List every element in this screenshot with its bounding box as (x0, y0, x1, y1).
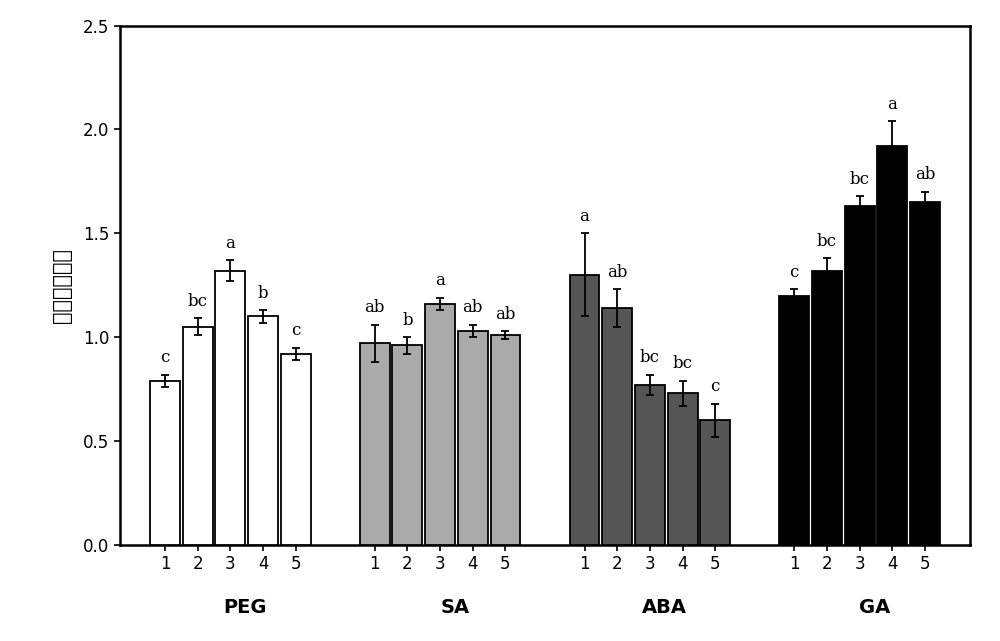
Text: bc: bc (673, 356, 693, 372)
Text: ab: ab (364, 299, 385, 317)
Bar (183, 327, 213, 545)
Bar (668, 393, 698, 545)
Bar (248, 317, 278, 545)
Bar (910, 202, 940, 545)
Bar (570, 275, 599, 545)
Text: c: c (711, 378, 720, 395)
Text: a: a (225, 235, 235, 252)
Text: c: c (291, 322, 300, 339)
Bar (635, 385, 665, 545)
Text: c: c (160, 349, 170, 366)
Bar (215, 271, 245, 545)
Text: a: a (580, 208, 589, 225)
Bar (491, 335, 520, 545)
Bar (845, 206, 875, 545)
Bar (458, 331, 488, 545)
Bar (779, 296, 809, 545)
Text: ab: ab (495, 306, 516, 322)
Text: bc: bc (640, 349, 660, 366)
Text: ab: ab (463, 299, 483, 317)
Bar (812, 271, 842, 545)
Text: bc: bc (850, 171, 870, 188)
Text: ABA: ABA (642, 597, 687, 617)
Text: ab: ab (915, 167, 935, 183)
Text: b: b (402, 312, 413, 329)
Bar (360, 344, 390, 545)
Text: PEG: PEG (224, 597, 267, 617)
Bar (877, 146, 907, 545)
Text: c: c (790, 264, 799, 281)
Bar (150, 381, 180, 545)
Bar (392, 345, 422, 545)
Text: bc: bc (817, 233, 837, 250)
Text: ab: ab (607, 264, 627, 281)
Text: bc: bc (188, 293, 208, 310)
Bar (602, 308, 632, 545)
Bar (425, 304, 455, 545)
Text: a: a (435, 272, 445, 289)
Bar (281, 354, 311, 545)
Text: SA: SA (441, 597, 470, 617)
Text: b: b (258, 285, 268, 302)
Y-axis label: 相对活力指数: 相对活力指数 (52, 247, 72, 323)
Text: a: a (887, 96, 897, 113)
Bar (700, 420, 730, 545)
Text: GA: GA (859, 597, 890, 617)
